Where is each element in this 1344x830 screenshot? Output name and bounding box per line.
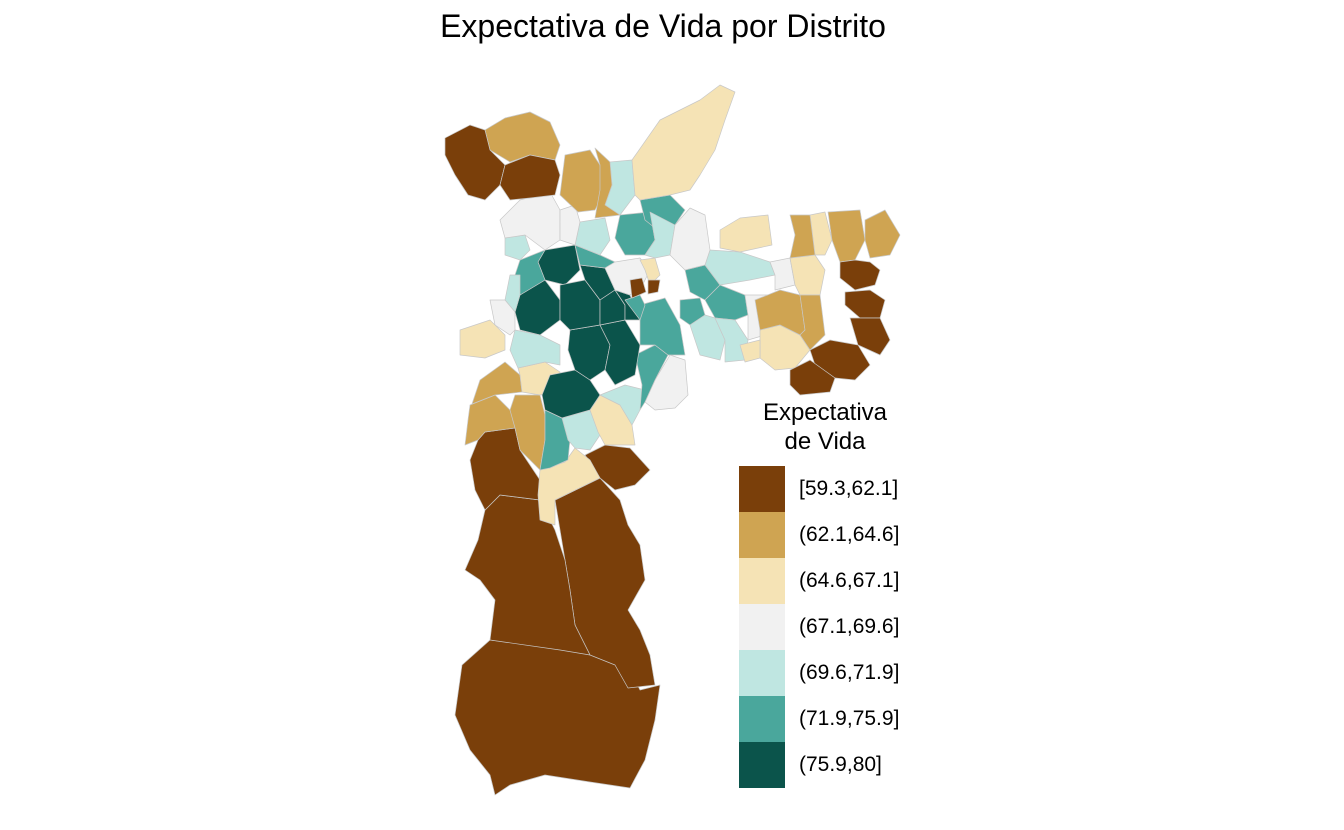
district-region — [644, 354, 689, 411]
district-region — [459, 319, 506, 359]
district-region — [864, 209, 901, 259]
legend-item: (67.1,69.6] — [739, 604, 939, 650]
district-region — [769, 257, 796, 291]
district-region — [504, 274, 521, 313]
district-region — [789, 214, 816, 259]
district-region — [669, 207, 711, 271]
legend-item: (69.6,71.9] — [739, 650, 939, 696]
district-region — [647, 279, 661, 295]
district-region — [704, 249, 776, 286]
district-region — [789, 359, 836, 396]
legend-label: [59.3,62.1] — [799, 477, 899, 500]
district-region — [464, 394, 521, 446]
map-title: Expectativa de Vida por Distrito — [440, 8, 886, 44]
district-region — [639, 297, 686, 356]
legend-swatch — [739, 512, 785, 558]
district-region — [849, 317, 891, 356]
district-region — [584, 444, 651, 491]
legend-label: (62.1,64.6] — [799, 523, 900, 546]
district-region — [464, 494, 591, 656]
legend-item: (64.6,67.1] — [739, 558, 939, 604]
legend-title-line-2: de Vida — [784, 428, 866, 455]
legend-swatch — [739, 696, 785, 742]
legend-title-line-1: Expectativa — [762, 399, 888, 426]
legend-label: (69.6,71.9] — [799, 661, 900, 684]
district-region — [719, 214, 773, 253]
legend-swatch — [739, 558, 785, 604]
district-region — [537, 447, 601, 526]
district-region — [844, 289, 886, 319]
legend-swatch — [739, 742, 785, 788]
district-region — [629, 277, 647, 299]
district-region — [509, 329, 561, 369]
legend-label: (71.9,75.9] — [799, 707, 900, 730]
district-region — [739, 339, 761, 363]
legend-item: (62.1,64.6] — [739, 512, 939, 558]
legend-swatch — [739, 650, 785, 696]
legend-item: [59.3,62.1] — [739, 466, 939, 512]
legend-label: (67.1,69.6] — [799, 615, 900, 638]
district-region — [599, 319, 641, 386]
legend-swatch — [739, 466, 785, 512]
district-region — [594, 147, 621, 219]
legend-item: (75.9,80] — [739, 742, 939, 788]
district-region — [631, 84, 736, 201]
legend-label: (75.9,80] — [799, 753, 882, 776]
district-region — [484, 111, 561, 163]
legend-swatch — [739, 604, 785, 650]
district-region — [827, 209, 866, 263]
legend-label: (64.6,67.1] — [799, 569, 900, 592]
district-region — [789, 254, 826, 296]
district-region — [514, 279, 561, 336]
district-region — [839, 259, 881, 291]
legend-title: Expectativa de Vida — [730, 398, 920, 456]
district-region — [499, 154, 561, 201]
legend-item: (71.9,75.9] — [739, 696, 939, 742]
district-region — [504, 234, 531, 261]
